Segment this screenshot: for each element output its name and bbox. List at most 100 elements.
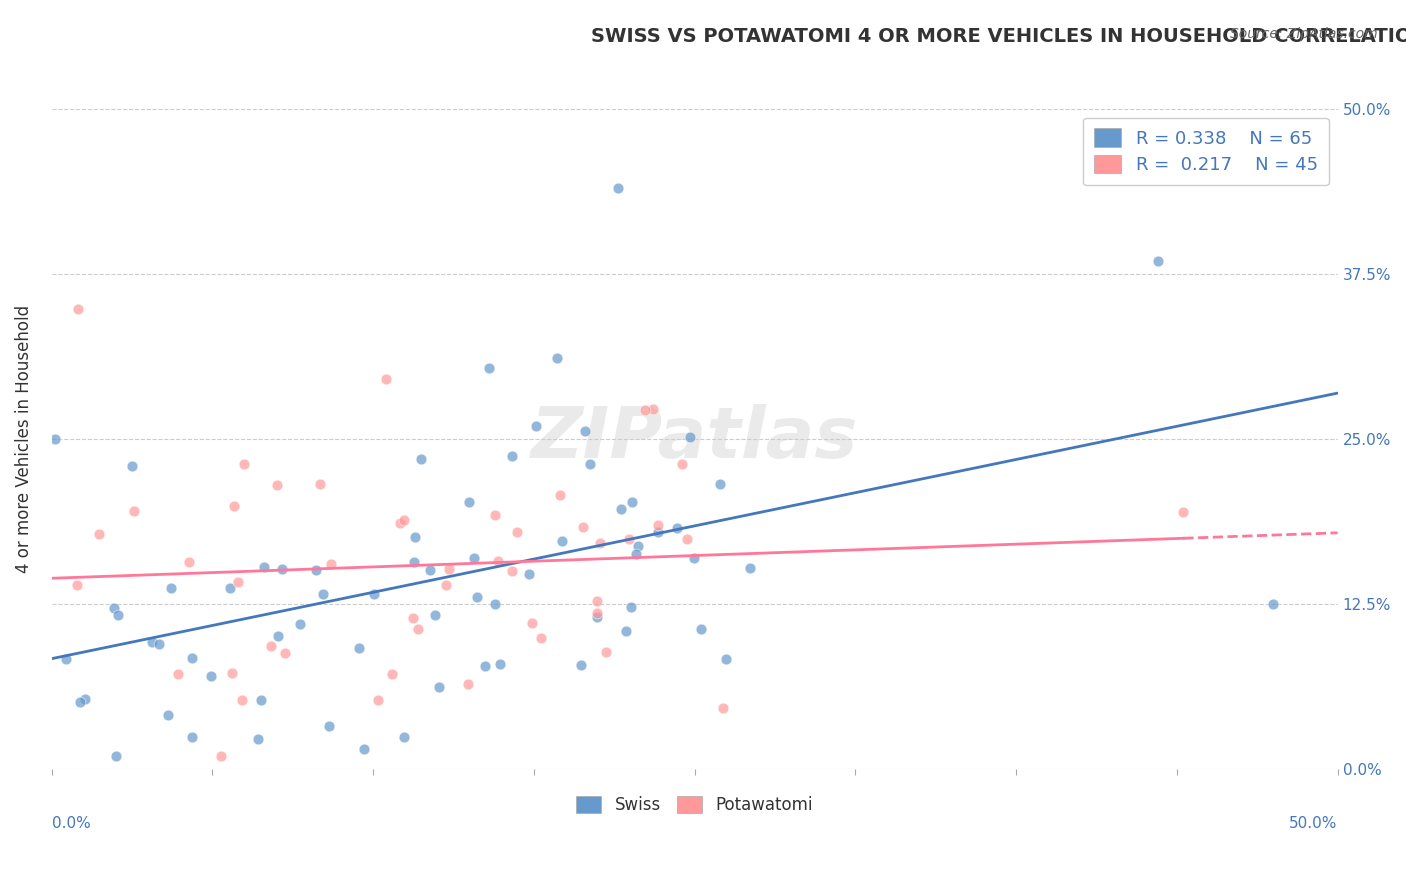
Swiss [621, 495, 644, 509]
Swiss [610, 502, 633, 516]
Potawatomi [634, 403, 657, 417]
Text: Source: ZipAtlas.com: Source: ZipAtlas.com [1230, 27, 1378, 41]
Swiss [546, 351, 568, 365]
Swiss [427, 680, 450, 694]
Swiss [181, 651, 204, 665]
Text: 0.0%: 0.0% [52, 815, 90, 830]
Swiss [69, 695, 91, 709]
Potawatomi [437, 562, 460, 576]
Potawatomi [501, 564, 523, 578]
Swiss [1263, 597, 1285, 611]
Swiss [103, 600, 125, 615]
Swiss [616, 624, 638, 639]
Swiss [363, 587, 385, 601]
Swiss [404, 530, 426, 544]
Potawatomi [226, 575, 249, 590]
Potawatomi [209, 749, 232, 764]
Swiss [620, 599, 643, 614]
Potawatomi [66, 578, 89, 592]
Swiss [1146, 253, 1168, 268]
Swiss [200, 668, 222, 682]
Swiss [425, 607, 447, 622]
Potawatomi [319, 557, 342, 571]
Swiss [290, 616, 312, 631]
Swiss [689, 622, 711, 636]
Potawatomi [221, 665, 243, 680]
Swiss [305, 563, 328, 577]
Potawatomi [233, 457, 256, 471]
Swiss [180, 730, 202, 744]
Swiss [478, 360, 501, 375]
Swiss [218, 581, 240, 595]
Swiss [740, 561, 762, 575]
Potawatomi [375, 372, 398, 386]
Text: ZIPatlas: ZIPatlas [531, 404, 859, 474]
Swiss [714, 652, 737, 666]
Swiss [484, 597, 506, 611]
Potawatomi [367, 692, 389, 706]
Swiss [665, 521, 688, 535]
Swiss [160, 581, 183, 595]
Swiss [347, 640, 370, 655]
Swiss [148, 636, 170, 650]
Potawatomi [66, 301, 89, 316]
Potawatomi [224, 499, 246, 513]
Swiss [353, 741, 375, 756]
Potawatomi [585, 594, 607, 608]
Swiss [517, 567, 540, 582]
Potawatomi [266, 477, 288, 491]
Swiss [489, 657, 512, 672]
Swiss [419, 563, 441, 577]
Swiss [157, 707, 180, 722]
Potawatomi [457, 676, 479, 690]
Swiss [501, 449, 523, 463]
Y-axis label: 4 or more Vehicles in Household: 4 or more Vehicles in Household [15, 305, 32, 573]
Swiss [578, 457, 600, 471]
Potawatomi [434, 578, 457, 592]
Swiss [647, 525, 669, 540]
Swiss [569, 658, 592, 673]
Swiss [679, 429, 702, 443]
Swiss [574, 424, 596, 438]
Potawatomi [381, 667, 404, 681]
Swiss [624, 547, 647, 561]
Potawatomi [713, 700, 735, 714]
Swiss [253, 560, 276, 574]
Swiss [683, 551, 706, 566]
Swiss [465, 590, 488, 604]
Potawatomi [617, 532, 640, 546]
Potawatomi [89, 527, 111, 541]
Swiss [526, 419, 548, 434]
Swiss [318, 719, 340, 733]
Swiss [266, 629, 288, 643]
Swiss [104, 749, 127, 764]
Text: SWISS VS POTAWATOMI 4 OR MORE VEHICLES IN HOUSEHOLD CORRELATION CHART: SWISS VS POTAWATOMI 4 OR MORE VEHICLES I… [591, 27, 1406, 45]
Swiss [250, 693, 273, 707]
Potawatomi [647, 518, 669, 533]
Potawatomi [586, 606, 609, 620]
Potawatomi [530, 631, 553, 645]
Swiss [121, 458, 143, 473]
Potawatomi [595, 644, 617, 658]
Swiss [107, 607, 129, 622]
Potawatomi [1173, 505, 1195, 519]
Swiss [458, 495, 481, 509]
Swiss [551, 533, 574, 548]
Potawatomi [643, 401, 665, 416]
Swiss [55, 652, 77, 666]
Potawatomi [572, 519, 595, 533]
Potawatomi [522, 616, 544, 631]
Swiss [73, 692, 96, 706]
Swiss [606, 181, 628, 195]
Swiss [409, 451, 432, 466]
Potawatomi [484, 508, 506, 522]
Swiss [586, 609, 609, 624]
Text: 50.0%: 50.0% [1289, 815, 1337, 830]
Swiss [402, 556, 425, 570]
Legend: Swiss, Potawatomi: Swiss, Potawatomi [569, 789, 820, 821]
Swiss [463, 550, 485, 565]
Potawatomi [167, 667, 190, 681]
Potawatomi [177, 555, 200, 569]
Potawatomi [402, 611, 425, 625]
Potawatomi [589, 535, 612, 549]
